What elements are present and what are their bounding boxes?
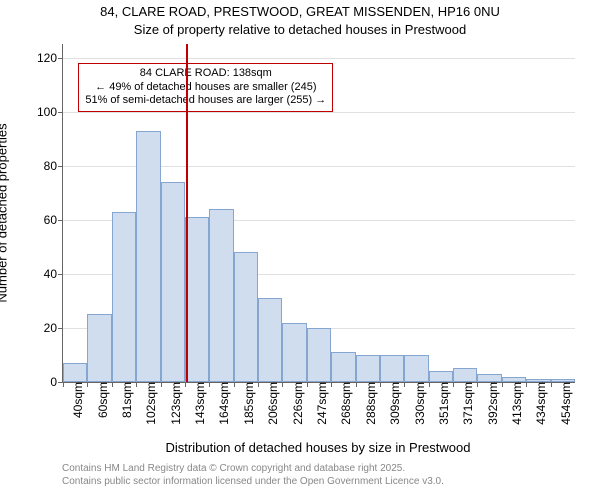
- x-tick-mark: [404, 382, 405, 387]
- x-tick-label: 164sqm: [211, 382, 231, 425]
- histogram-bar: [87, 314, 111, 382]
- x-tick-label: 454sqm: [553, 382, 573, 425]
- y-tick-label: 120: [37, 51, 63, 65]
- x-tick-mark: [453, 382, 454, 387]
- chart-container: 84, CLARE ROAD, PRESTWOOD, GREAT MISSEND…: [0, 0, 600, 500]
- y-tick-label: 20: [44, 321, 63, 335]
- x-tick-label: 40sqm: [65, 382, 85, 418]
- x-tick-label: 226sqm: [285, 382, 305, 425]
- reference-vline: [186, 44, 188, 382]
- x-tick-mark: [87, 382, 88, 387]
- x-tick-label: 351sqm: [431, 382, 451, 425]
- x-tick-mark: [234, 382, 235, 387]
- x-tick-label: 60sqm: [90, 382, 110, 418]
- histogram-bar: [185, 217, 209, 382]
- histogram-bar: [63, 363, 87, 382]
- histogram-bar: [258, 298, 282, 382]
- x-tick-mark: [282, 382, 283, 387]
- annotation-box: 84 CLARE ROAD: 138sqm← 49% of detached h…: [78, 63, 333, 112]
- x-tick-mark: [429, 382, 430, 387]
- x-tick-label: 371sqm: [455, 382, 475, 425]
- x-tick-mark: [356, 382, 357, 387]
- histogram-bar: [404, 355, 428, 382]
- histogram-bar: [307, 328, 331, 382]
- annotation-line: ← 49% of detached houses are smaller (24…: [85, 81, 326, 95]
- x-axis-label: Distribution of detached houses by size …: [62, 440, 574, 455]
- y-tick-label: 60: [44, 213, 63, 227]
- x-tick-label: 309sqm: [382, 382, 402, 425]
- x-tick-label: 143sqm: [187, 382, 207, 425]
- footer-attribution: Contains HM Land Registry data © Crown c…: [62, 462, 444, 488]
- histogram-bar: [161, 182, 185, 382]
- y-gridline: [63, 58, 575, 59]
- histogram-bar: [209, 209, 233, 382]
- x-tick-mark: [258, 382, 259, 387]
- x-tick-mark: [307, 382, 308, 387]
- x-tick-mark: [185, 382, 186, 387]
- histogram-bar: [356, 355, 380, 382]
- x-tick-label: 247sqm: [309, 382, 329, 425]
- x-tick-label: 330sqm: [407, 382, 427, 425]
- histogram-bar: [429, 371, 453, 382]
- x-tick-label: 81sqm: [114, 382, 134, 418]
- y-tick-label: 100: [37, 105, 63, 119]
- histogram-bar: [453, 368, 477, 382]
- x-tick-label: 102sqm: [138, 382, 158, 425]
- histogram-bar: [234, 252, 258, 382]
- x-tick-mark: [63, 382, 64, 387]
- x-tick-label: 392sqm: [480, 382, 500, 425]
- y-tick-label: 0: [50, 375, 63, 389]
- histogram-bar: [282, 323, 306, 382]
- footer-line1: Contains HM Land Registry data © Crown c…: [62, 462, 444, 475]
- histogram-bar: [136, 131, 160, 382]
- annotation-line: 51% of semi-detached houses are larger (…: [85, 94, 326, 108]
- x-tick-label: 206sqm: [260, 382, 280, 425]
- x-tick-mark: [161, 382, 162, 387]
- x-tick-label: 185sqm: [236, 382, 256, 425]
- x-tick-label: 434sqm: [528, 382, 548, 425]
- y-tick-label: 40: [44, 267, 63, 281]
- histogram-bar: [380, 355, 404, 382]
- x-tick-mark: [136, 382, 137, 387]
- x-tick-label: 268sqm: [333, 382, 353, 425]
- chart-title-line2: Size of property relative to detached ho…: [0, 22, 600, 37]
- x-tick-label: 288sqm: [358, 382, 378, 425]
- x-tick-label: 413sqm: [504, 382, 524, 425]
- x-tick-mark: [502, 382, 503, 387]
- x-tick-label: 123sqm: [163, 382, 183, 425]
- histogram-bar: [331, 352, 355, 382]
- annotation-line: 84 CLARE ROAD: 138sqm: [85, 67, 326, 81]
- x-tick-mark: [477, 382, 478, 387]
- histogram-bar: [477, 374, 501, 382]
- plot-area: 02040608010012040sqm60sqm81sqm102sqm123s…: [62, 44, 575, 383]
- footer-line2: Contains public sector information licen…: [62, 475, 444, 488]
- x-tick-mark: [380, 382, 381, 387]
- x-tick-mark: [112, 382, 113, 387]
- x-tick-mark: [551, 382, 552, 387]
- chart-title-line1: 84, CLARE ROAD, PRESTWOOD, GREAT MISSEND…: [0, 4, 600, 19]
- histogram-bar: [112, 212, 136, 382]
- y-tick-label: 80: [44, 159, 63, 173]
- y-axis-label: Number of detached properties: [0, 44, 10, 382]
